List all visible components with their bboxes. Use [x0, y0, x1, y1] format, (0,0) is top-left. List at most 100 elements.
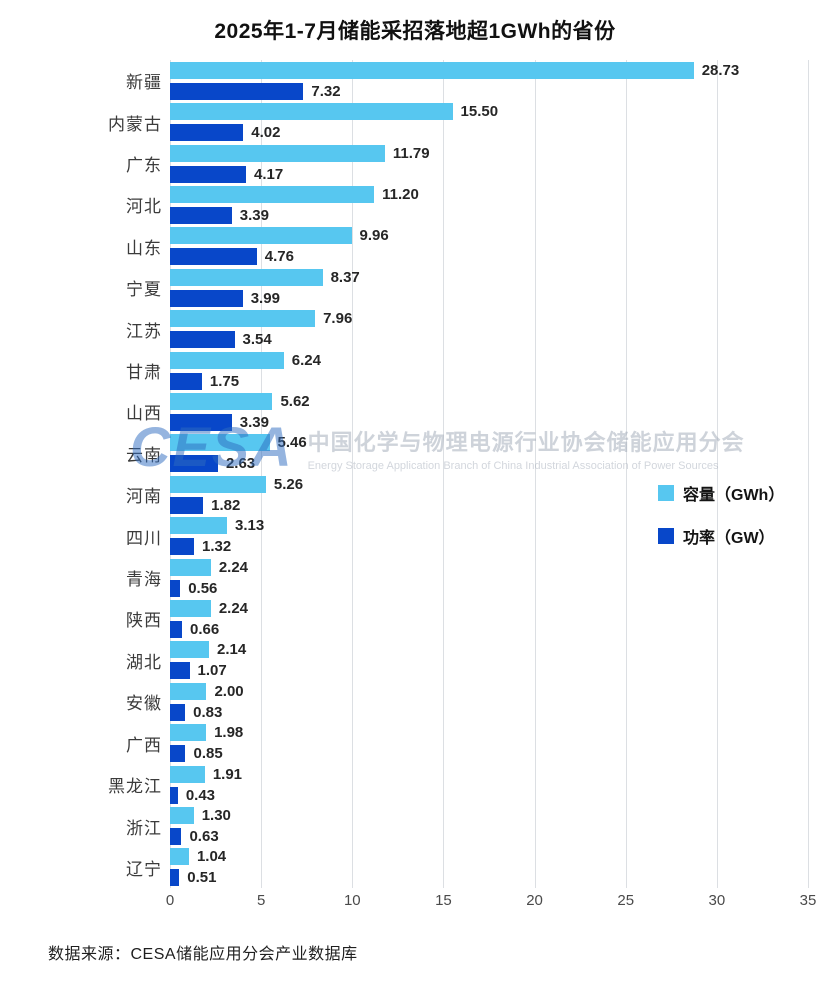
- power-bar: [170, 372, 202, 390]
- gridline: [261, 60, 263, 888]
- bar-value-label: 0.83: [193, 703, 223, 721]
- x-tick-label: 5: [256, 892, 266, 909]
- power-bar-row: 4.02: [170, 124, 808, 142]
- power-bar: [170, 869, 180, 887]
- bar-value-label: 2.24: [218, 599, 249, 617]
- power-bar-row: 1.07: [170, 662, 808, 680]
- power-bar-row: 2.63: [170, 455, 808, 473]
- bar-value-label: 0.43: [185, 786, 216, 804]
- y-axis-label: 辽宁: [126, 859, 162, 879]
- capacity-bar-row: 1.30: [170, 807, 808, 825]
- capacity-bar: [170, 848, 189, 866]
- y-axis-label: 宁夏: [126, 280, 162, 300]
- capacity-bar-row: 15.50: [170, 103, 808, 121]
- legend-swatch: [658, 485, 674, 501]
- power-bar: [170, 745, 186, 763]
- capacity-bar-row: 11.20: [170, 185, 808, 203]
- bar-value-label: 0.51: [187, 869, 217, 887]
- bar-value-label: 1.30: [201, 807, 231, 825]
- capacity-bar: [170, 310, 316, 328]
- power-bar: [170, 289, 243, 307]
- power-bar-row: 3.99: [170, 289, 808, 307]
- x-tick-label: 30: [708, 892, 726, 909]
- y-axis-label: 云南: [126, 445, 162, 465]
- bar-value-label: 1.07: [197, 662, 227, 680]
- y-axis-label: 黑龙江: [108, 777, 162, 797]
- capacity-bar-row: 2.00: [170, 682, 808, 700]
- legend-item: 功率（GW）: [658, 524, 784, 548]
- capacity-bar: [170, 807, 194, 825]
- bar-value-label: 0.56: [188, 579, 218, 597]
- capacity-bar: [170, 144, 385, 162]
- capacity-bar-row: 2.24: [170, 599, 808, 617]
- power-bar: [170, 662, 190, 680]
- capacity-bar: [170, 103, 453, 121]
- power-bar: [170, 786, 178, 804]
- bar-value-label: 4.17: [254, 165, 284, 183]
- gridline: [808, 60, 809, 888]
- x-tick-label: 20: [526, 892, 543, 909]
- power-bar-row: 0.85: [170, 745, 808, 763]
- bar-group: 5.46 2.63: [170, 433, 808, 474]
- capacity-bar: [170, 351, 284, 369]
- y-axis-label: 江苏: [126, 321, 162, 341]
- gridline: [352, 60, 354, 888]
- power-bar-row: 0.83: [170, 703, 808, 721]
- bar-value-label: 0.66: [190, 620, 220, 638]
- y-axis-label: 河南: [126, 487, 162, 507]
- power-bar: [170, 579, 181, 597]
- data-source-note: 数据来源：CESA储能应用分会产业数据库: [48, 946, 358, 963]
- power-bar: [170, 206, 232, 224]
- bar-group: 1.04 0.51: [170, 847, 808, 888]
- bar-group: 28.73 7.32: [170, 60, 808, 101]
- power-bar: [170, 828, 182, 846]
- bar-value-label: 4.02: [251, 124, 281, 142]
- bar-value-label: 1.04: [196, 848, 227, 866]
- x-tick-label: 35: [799, 892, 817, 909]
- power-bar-row: 1.82: [170, 496, 808, 514]
- power-bar: [170, 165, 246, 183]
- chart-title: 2025年1-7月储能采招落地超1GWh的省份: [214, 20, 616, 43]
- bar-value-label: 0.63: [189, 828, 219, 846]
- capacity-bar: [170, 392, 273, 410]
- legend-swatch: [658, 528, 674, 544]
- bar-value-label: 1.91: [212, 765, 243, 783]
- gridline: [716, 60, 718, 888]
- capacity-bar: [170, 558, 211, 576]
- bar-value-label: 1.75: [209, 372, 240, 390]
- power-bar: [170, 620, 183, 638]
- capacity-bar-row: 11.79: [170, 144, 808, 162]
- capacity-bar-row: 5.62: [170, 392, 808, 410]
- bar-value-label: 3.39: [239, 413, 269, 431]
- bar-value-label: 1.98: [214, 724, 244, 742]
- bar-value-label: 5.46: [277, 434, 307, 452]
- bar-chart: 新疆 内蒙古 广东 河北 山东 宁夏 江苏 甘肃 山西 云南 河南 四川 青海 陕西 湖北 安徽 广西 黑龙江 浙江…: [50, 60, 809, 888]
- y-axis-label: 安徽: [126, 694, 162, 714]
- gridline: [170, 60, 171, 888]
- legend-item: 容量（GWh）: [658, 481, 784, 505]
- y-axis-label: 甘肃: [126, 363, 162, 383]
- y-axis-label: 青海: [126, 570, 162, 590]
- bar-value-label: 2.00: [214, 682, 244, 700]
- capacity-bar-row: 1.98: [170, 724, 808, 742]
- bar-value-label: 3.39: [239, 206, 269, 224]
- y-axis-label: 广西: [126, 735, 162, 755]
- y-axis-labels: 新疆 内蒙古 广东 河北 山东 宁夏 江苏 甘肃 山西 云南 河南 四川 青海 陕西 湖北 安徽 广西 黑龙江 浙江…: [50, 60, 162, 888]
- x-axis-ticks: 0 5 10 15 20 25 30 35: [166, 892, 817, 912]
- power-bar-row: 0.63: [170, 828, 808, 846]
- bar-group: 7.96 3.54: [170, 308, 808, 349]
- bar-group: 2.24 0.66: [170, 598, 808, 639]
- y-axis-label: 湖北: [126, 652, 162, 672]
- x-tick-label: 0: [165, 892, 175, 909]
- legend: 容量（GWh） 功率（GW）: [658, 481, 784, 548]
- capacity-bar: [170, 475, 266, 493]
- bar-group: 1.91 0.43: [170, 764, 808, 805]
- power-bar: [170, 538, 195, 556]
- capacity-bar-row: 9.96: [170, 227, 808, 245]
- bar-value-label: 2.24: [218, 558, 249, 576]
- gridline: [534, 60, 536, 888]
- capacity-bar: [170, 599, 211, 617]
- y-axis-label: 山东: [126, 238, 162, 258]
- bar-value-label: 11.20: [382, 185, 419, 203]
- bar-group: 2.00 0.83: [170, 681, 808, 722]
